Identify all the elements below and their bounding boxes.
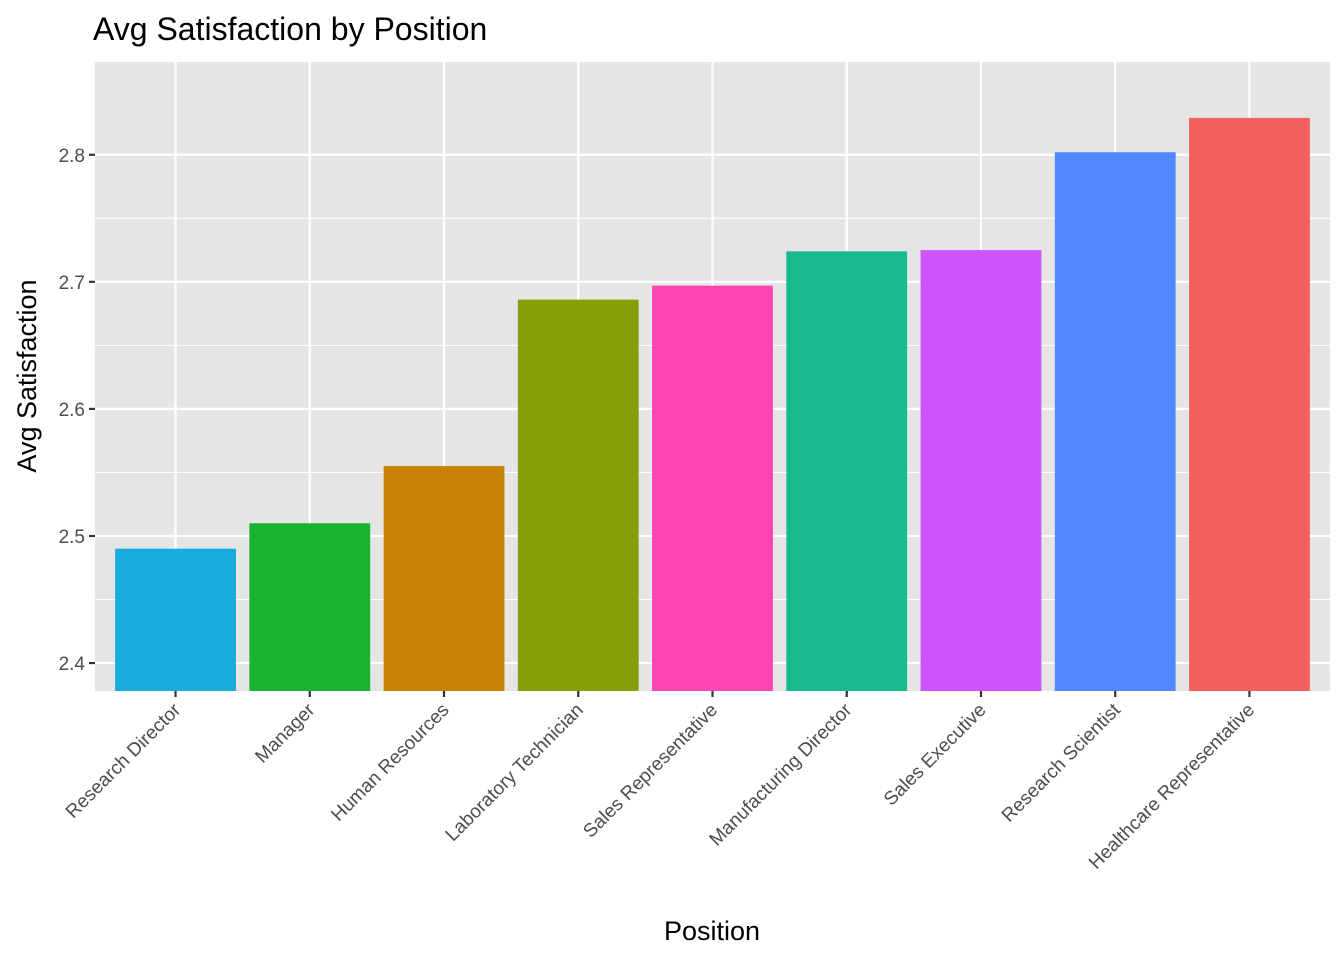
x-axis-title: Position xyxy=(664,916,760,946)
bar xyxy=(249,523,371,691)
bars xyxy=(115,117,1310,692)
bar xyxy=(383,466,505,691)
y-tick-label: 2.7 xyxy=(59,273,85,294)
x-tick-label: Laboratory Technician xyxy=(442,700,588,846)
y-tick-label: 2.5 xyxy=(59,527,85,548)
y-tick-label: 2.8 xyxy=(59,146,85,167)
x-axis: Research Director Manager Human ResourcesL… xyxy=(62,691,1259,874)
bar xyxy=(786,251,908,691)
y-axis: 2.4 2.5 2.6 2.7 2.8 xyxy=(59,146,95,675)
x-tick-label: Sales Representative xyxy=(579,700,722,843)
bar xyxy=(517,299,639,691)
y-axis-title: Avg Satisfaction xyxy=(12,279,42,472)
x-tick-label: Human Resources xyxy=(327,700,453,826)
x-tick-label: Sales Executive xyxy=(880,700,990,810)
x-tick-label: Research Scientist xyxy=(998,699,1125,826)
x-tick-label: Manager xyxy=(251,699,319,767)
x-tick-label: Manufacturing Director xyxy=(706,699,857,850)
bar xyxy=(652,285,773,691)
bar xyxy=(115,548,236,691)
chart-title: Avg Satisfaction by Position xyxy=(93,11,487,47)
x-tick-label: Research Director xyxy=(62,699,186,823)
y-tick-label: 2.4 xyxy=(59,654,86,675)
bar xyxy=(1189,117,1310,691)
y-tick-label: 2.6 xyxy=(59,400,85,421)
bar xyxy=(1054,152,1176,691)
bar xyxy=(920,250,1042,692)
